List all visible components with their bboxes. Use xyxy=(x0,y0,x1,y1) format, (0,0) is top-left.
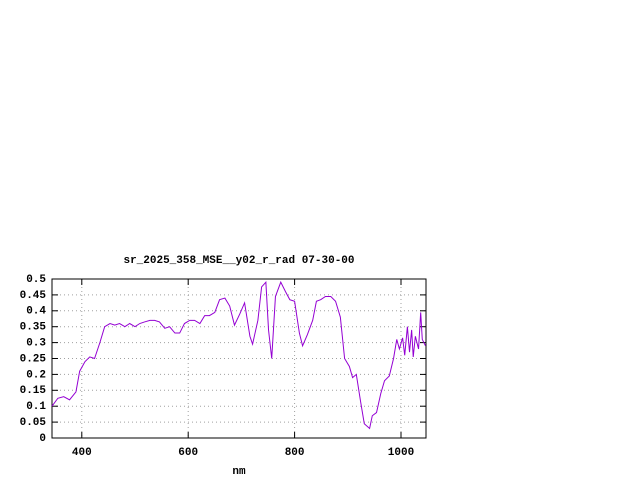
y-tick-label: 0 xyxy=(39,433,46,445)
y-tick-label: 0.2 xyxy=(26,369,46,381)
y-tick-label: 0.3 xyxy=(26,338,46,350)
data-line xyxy=(51,280,426,430)
x-tick-label: 600 xyxy=(178,447,198,459)
chart-title: sr_2025_358_MSE__y02_r_rad 07-30-00 xyxy=(123,255,354,267)
y-tick-label: 0.1 xyxy=(26,401,46,413)
x-axis-label: nm xyxy=(232,466,246,478)
plot-border xyxy=(51,278,427,439)
y-tick-label: 0.25 xyxy=(20,353,47,365)
y-tick-label: 0.4 xyxy=(26,306,46,318)
y-tick-label: 0.35 xyxy=(20,322,47,334)
x-tick-label: 800 xyxy=(285,447,305,459)
y-tick-label: 0.15 xyxy=(20,385,47,397)
y-tick-label: 0.45 xyxy=(20,290,47,302)
y-tick-label: 0.5 xyxy=(26,274,46,286)
x-tick-label: 400 xyxy=(72,447,92,459)
x-tick-label: 1000 xyxy=(388,447,414,459)
y-tick-label: 0.05 xyxy=(20,417,47,429)
